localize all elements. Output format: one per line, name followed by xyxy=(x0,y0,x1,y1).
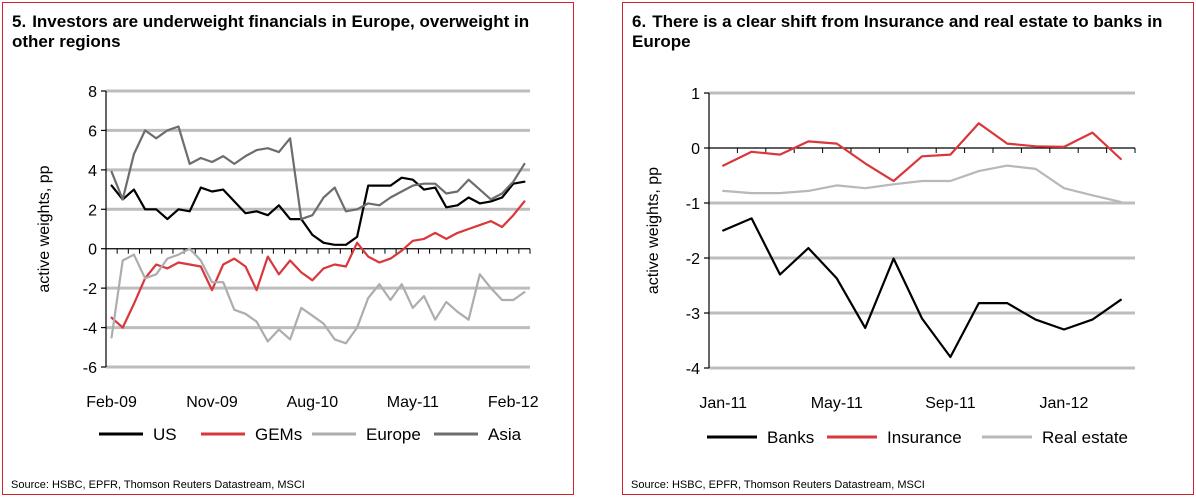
y-tick-label: -4 xyxy=(686,361,700,378)
y-tick-label: 4 xyxy=(88,163,97,180)
y-tick-label: 2 xyxy=(88,202,97,219)
y-tick-label: 1 xyxy=(691,86,700,103)
x-tick-label: Feb-12 xyxy=(488,394,539,411)
source-note: Source: HSBC, EPFR, Thomson Reuters Data… xyxy=(11,479,305,491)
x-tick-label: May-11 xyxy=(811,395,863,412)
legend-label: US xyxy=(153,425,177,444)
line-chart-financials-regions: -6 -4 -2 0 2 4 6 8 Feb-09 Nov-09 Aug-10 May-11 Feb-1… xyxy=(36,84,539,444)
legend-label: Asia xyxy=(488,425,522,444)
legend-label: GEMs xyxy=(255,425,302,444)
line-chart-europe-sectors: -4 -3 -2 -1 0 1 Jan-11 May-11 Sep-11 Jan-12 active… xyxy=(645,86,1136,447)
series-line-us xyxy=(110,176,526,246)
y-axis-label: active weights, pp xyxy=(645,167,662,294)
chart-title-text: There is a clear shift from Insurance an… xyxy=(632,12,1163,51)
series-line-banks xyxy=(722,217,1122,359)
chart-title-text: Investors are underweight financials in … xyxy=(12,12,530,51)
chart-title: 6. There is a clear shift from Insurance … xyxy=(632,12,1177,52)
y-axis-label: active weights, pp xyxy=(36,165,53,292)
y-tick-label: -2 xyxy=(686,251,700,268)
y-tick-label: -4 xyxy=(83,321,97,338)
y-tick-label: 6 xyxy=(88,123,97,140)
chart-number: 5. xyxy=(12,12,27,31)
series-line-europe xyxy=(110,247,526,345)
x-tick-label: Jan-12 xyxy=(1040,395,1089,412)
y-tick-label: -1 xyxy=(686,196,700,213)
legend-label: Insurance xyxy=(887,428,962,447)
y-tick-label: -3 xyxy=(686,306,700,323)
x-tick-label: Feb-09 xyxy=(86,394,137,411)
x-tick-label: Nov-09 xyxy=(186,394,238,411)
series-line-insurance xyxy=(722,122,1122,183)
chart-title: 5. Investors are underweight financials i… xyxy=(12,12,557,52)
chart-number: 6. xyxy=(632,12,647,31)
y-tick-label: -6 xyxy=(83,360,97,377)
series-line-gems xyxy=(110,200,526,329)
series-line-asia xyxy=(110,125,526,221)
y-tick-label: 8 xyxy=(88,84,97,101)
legend-label: Banks xyxy=(767,428,814,447)
series-line-real-estate xyxy=(722,164,1122,203)
legend-label: Real estate xyxy=(1042,428,1128,447)
x-tick-label: Aug-10 xyxy=(287,394,339,411)
x-tick-label: Sep-11 xyxy=(925,395,976,412)
chart-panel-5: 5. Investors are underweight financials i… xyxy=(2,2,574,495)
legend-label: Europe xyxy=(366,425,421,444)
y-tick-label: -2 xyxy=(83,281,97,298)
y-tick-label: 0 xyxy=(88,242,97,259)
x-tick-label: Jan-11 xyxy=(699,395,747,412)
chart-panel-6: 6. There is a clear shift from Insurance … xyxy=(622,2,1194,495)
y-tick-label: 0 xyxy=(691,141,700,158)
source-note: Source: HSBC, EPFR, Thomson Reuters Data… xyxy=(631,479,925,491)
x-tick-label: May-11 xyxy=(387,394,439,411)
